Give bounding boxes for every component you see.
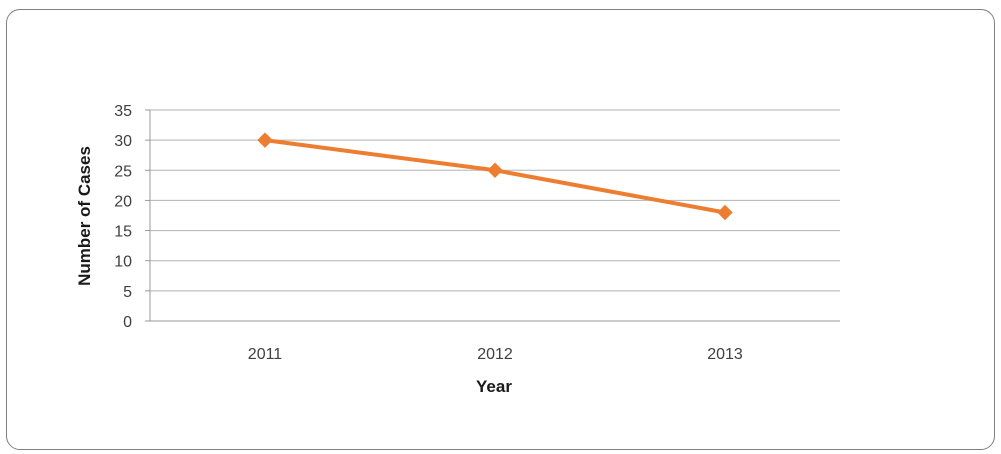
- y-tick-label: 5: [123, 284, 132, 301]
- x-tick-label: 2013: [707, 346, 743, 363]
- x-axis-tick-labels: 2011 2012 2013: [248, 346, 743, 363]
- y-axis-title: Number of Cases: [75, 146, 94, 286]
- series-group: [257, 132, 733, 221]
- y-tick-label: 20: [114, 193, 132, 210]
- data-point-marker: [717, 204, 733, 221]
- y-tick-label: 0: [123, 314, 132, 331]
- y-tick-label: 35: [114, 103, 132, 120]
- x-axis-title: Year: [476, 377, 512, 396]
- y-axis-tick-labels: 0 5 10 15 20 25 30 35: [114, 103, 132, 331]
- data-point-marker: [257, 132, 273, 148]
- x-tick-label: 2011: [248, 346, 283, 363]
- gridlines: [145, 109, 840, 322]
- data-point-marker: [487, 162, 503, 178]
- y-tick-label: 30: [114, 133, 132, 150]
- y-tick-label: 25: [114, 163, 132, 180]
- y-tick-label: 15: [114, 224, 132, 241]
- x-tick-label: 2012: [477, 346, 513, 363]
- y-tick-label: 10: [114, 254, 132, 271]
- chart-frame: [6, 9, 995, 450]
